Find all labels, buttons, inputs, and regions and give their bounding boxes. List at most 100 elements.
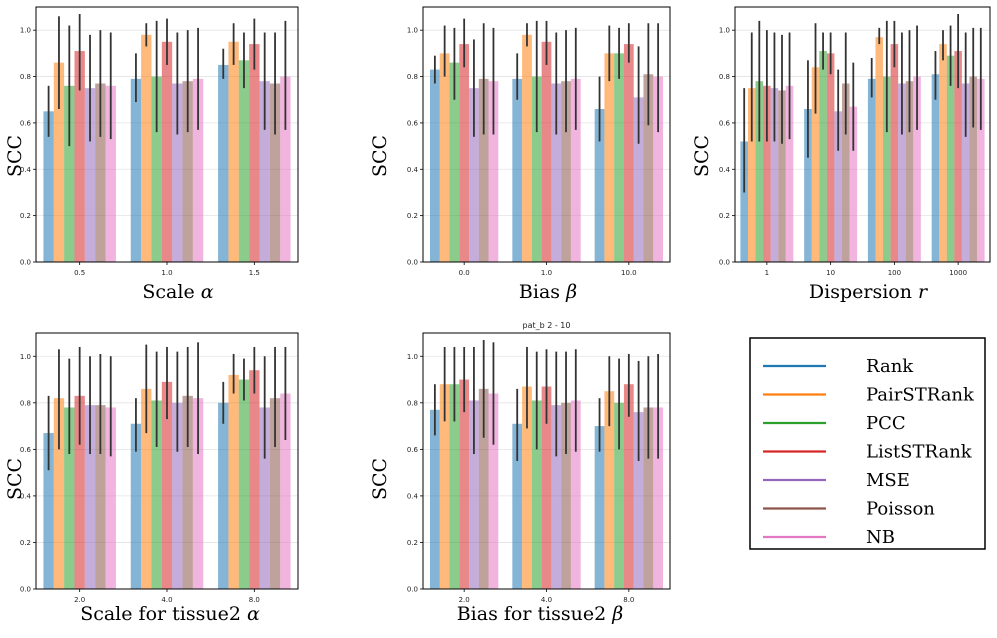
bar: [905, 81, 914, 262]
x-tick-label: 1.0: [161, 269, 172, 277]
bar: [623, 44, 634, 262]
bar: [469, 400, 479, 589]
bar: [238, 60, 250, 263]
bar: [488, 81, 499, 262]
bar: [259, 81, 270, 262]
legend-label-nb: NB: [866, 527, 895, 548]
bar: [977, 78, 985, 262]
bar: [633, 412, 644, 589]
bar: [755, 81, 764, 262]
bar: [623, 384, 634, 589]
plot-title: pat_b 2 - 10: [523, 321, 571, 330]
x-tick-label: 1.0: [541, 269, 552, 277]
bar: [939, 44, 947, 262]
bar: [512, 423, 523, 589]
y-tick-label: 0.2: [407, 212, 418, 220]
bar: [633, 97, 644, 262]
x-tick-label: 10: [826, 269, 835, 277]
bar: [130, 423, 142, 589]
bar: [192, 398, 204, 589]
bar: [172, 83, 183, 262]
bar: [74, 51, 85, 262]
panel-dispersion-r: 0.0 0.2 0.4 0.6 0.8 1.0 1 10 100 1000 SCC Dispersio…: [691, 6, 991, 303]
bar: [172, 402, 183, 589]
x-tick-label: 8.0: [249, 596, 260, 604]
y-tick-label: 0.6: [407, 446, 419, 454]
y-tick-label: 0.4: [407, 492, 419, 500]
bar: [834, 111, 842, 263]
bar: [53, 62, 65, 262]
y-tick-label: 0.0: [407, 586, 418, 594]
bar: [541, 41, 552, 262]
y-tick-label: 0.8: [20, 399, 31, 407]
y-tick-label: 0.4: [20, 166, 32, 174]
bar: [594, 426, 605, 589]
y-axis-label: SCC: [691, 135, 713, 177]
y-tick-label: 0.0: [719, 259, 730, 267]
bar: [570, 400, 581, 589]
bar: [570, 78, 581, 262]
bar: [931, 74, 940, 263]
y-tick-label: 1.0: [407, 27, 418, 35]
bar: [478, 78, 489, 262]
bar: [228, 41, 239, 262]
y-tick-label: 0.8: [407, 399, 418, 407]
legend-label-pairstrank: PairSTRank: [866, 385, 975, 406]
y-tick-label: 1.0: [407, 353, 418, 361]
bar: [763, 85, 771, 263]
y-tick-label: 0.8: [719, 73, 730, 81]
y-tick-label: 0.4: [407, 166, 419, 174]
bar: [883, 76, 891, 262]
bar: [512, 78, 523, 262]
bar: [64, 407, 75, 589]
x-axis-label: Bias β: [519, 281, 577, 303]
bar: [551, 83, 562, 262]
bar: [961, 83, 970, 262]
bar: [192, 78, 204, 262]
bar: [551, 405, 562, 589]
bar: [439, 384, 450, 589]
y-tick-label: 0.4: [20, 492, 32, 500]
bar: [653, 407, 664, 589]
bar: [161, 381, 173, 589]
bar: [604, 391, 615, 589]
bar: [890, 44, 899, 262]
plot-frame: [734, 6, 991, 263]
bar: [259, 407, 270, 589]
y-tick-label: 0.8: [20, 73, 31, 81]
bar: [43, 111, 54, 263]
bar: [531, 400, 542, 589]
bar: [469, 88, 479, 263]
x-tick-label: 2.0: [459, 596, 470, 604]
bar: [105, 85, 116, 263]
bar: [826, 53, 835, 263]
bar: [74, 395, 85, 589]
bar: [130, 78, 142, 262]
bar: [819, 51, 827, 262]
bar: [459, 44, 470, 262]
bar: [218, 64, 229, 262]
x-tick-label: 4.0: [161, 596, 172, 604]
x-tick-label: 1: [765, 269, 769, 277]
bar: [249, 44, 260, 262]
y-axis-label: SCC: [369, 458, 391, 500]
bar: [238, 379, 250, 589]
bar: [604, 53, 615, 263]
bar: [770, 88, 779, 263]
bar: [522, 386, 532, 589]
panel-bias-beta: 0.0 0.2 0.4 0.6 0.8 1.0 0.0 1.0 10.0 SCC Bias β: [369, 6, 671, 303]
x-axis-label: Bias for tissue2 β: [457, 603, 624, 625]
bar: [459, 379, 470, 589]
bar: [439, 53, 450, 263]
bar: [141, 34, 152, 263]
y-tick-label: 0.0: [407, 259, 418, 267]
y-axis-label: SCC: [369, 135, 391, 177]
x-tick-label: 100: [888, 269, 901, 277]
plot-frame: [35, 6, 299, 263]
bar: [429, 69, 440, 262]
bar: [643, 407, 654, 589]
bar: [449, 384, 460, 589]
y-axis-label: SCC: [4, 458, 26, 500]
panel-bias-tissue2: 0.0 0.2 0.4 0.6 0.8 1.0 2.0 4.0 8.0 pat_b 2 - 10 S…: [369, 321, 671, 625]
bar: [84, 88, 96, 263]
